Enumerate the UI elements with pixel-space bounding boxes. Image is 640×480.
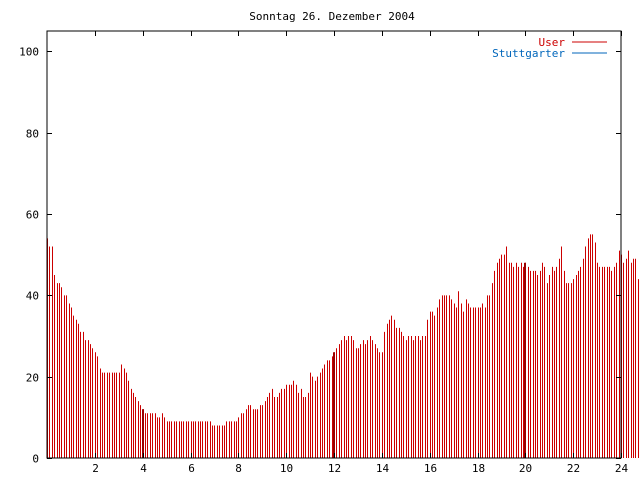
- x-tick-label: 24: [615, 462, 629, 475]
- y-tick-label: 80: [26, 128, 39, 141]
- y-tick-label: 0: [32, 453, 39, 466]
- y-tick-label: 20: [26, 372, 39, 385]
- x-tick-label: 20: [519, 462, 532, 475]
- y-axis: 0 20 40 60 80 100: [19, 46, 621, 466]
- x-tick-label: 14: [376, 462, 390, 475]
- x-tick-label: 16: [424, 462, 437, 475]
- bar-layer: [47, 234, 639, 458]
- x-tick-label: 10: [280, 462, 293, 475]
- legend-label-stuttgarter: Stuttgarter: [492, 47, 565, 60]
- y-tick-label: 100: [19, 46, 39, 59]
- x-tick-label: 8: [235, 462, 242, 475]
- bar-highlight: [333, 352, 335, 458]
- x-tick-label: 2: [92, 462, 99, 475]
- bar-highlight: [142, 409, 144, 458]
- y-tick-label: 60: [26, 209, 39, 222]
- x-tick-label: 6: [188, 462, 195, 475]
- x-tick-label: 22: [567, 462, 580, 475]
- chart-title: Sonntag 26. Dezember 2004: [249, 10, 415, 23]
- legend-label-user: User: [539, 36, 566, 49]
- x-tick-label: 12: [328, 462, 341, 475]
- legend: User Stuttgarter: [492, 36, 607, 60]
- x-tick-label: 18: [472, 462, 485, 475]
- bar-highlight: [524, 262, 526, 458]
- x-tick-label: 4: [140, 462, 147, 475]
- x-axis: 2 4 6 8 10 12 14 16 18 20 22 24: [92, 31, 628, 475]
- y-tick-label: 40: [26, 290, 39, 303]
